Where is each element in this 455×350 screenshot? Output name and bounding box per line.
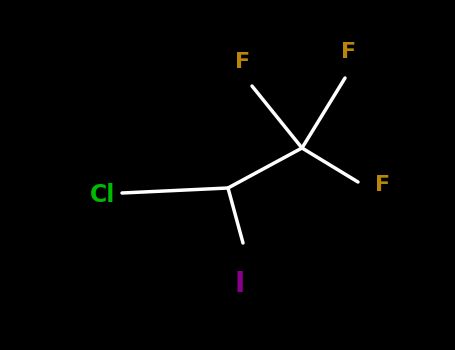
- Text: F: F: [341, 42, 357, 62]
- Text: F: F: [235, 52, 251, 72]
- Text: Cl: Cl: [90, 183, 115, 207]
- Text: F: F: [375, 175, 390, 195]
- Text: I: I: [235, 270, 245, 298]
